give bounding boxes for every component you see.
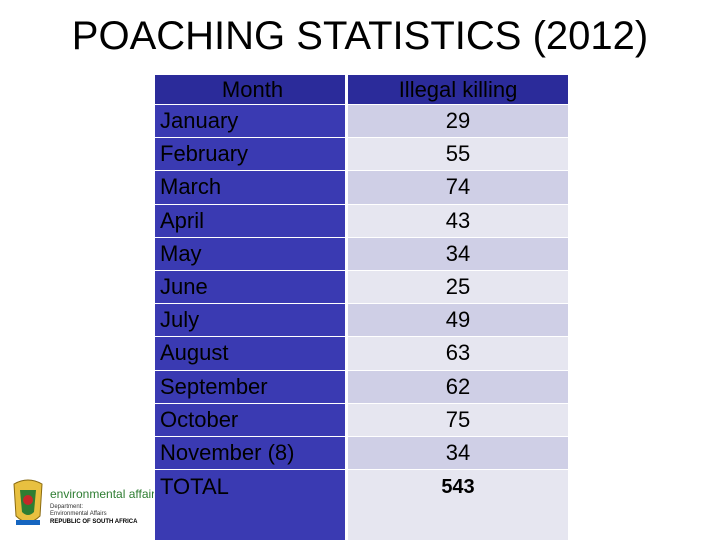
value-cell: 62 (348, 370, 568, 403)
month-cell: April (155, 204, 345, 237)
value-cell: 63 (348, 337, 568, 370)
value-cell: 29 (348, 105, 568, 138)
value-cell: 75 (348, 403, 568, 436)
month-cell: May (155, 237, 345, 270)
month-cell: November (8) (155, 437, 345, 470)
month-cell: January (155, 105, 345, 138)
month-cell: October (155, 403, 345, 436)
logo: environmental affairs Department: Enviro… (13, 479, 154, 525)
column-header: Month (155, 75, 345, 104)
month-cell: February (155, 138, 345, 171)
value-cell: 25 (348, 271, 568, 304)
month-cell: September (155, 370, 345, 403)
total-label: TOTAL (155, 470, 345, 540)
slide-title: POACHING STATISTICS (2012) (71, 14, 649, 58)
total-value: 543 (348, 470, 568, 540)
value-cell: 43 (348, 204, 568, 237)
value-cell: 34 (348, 237, 568, 270)
emblem (13, 479, 43, 525)
month-cell: June (155, 271, 345, 304)
column-header: Illegal killing (348, 75, 568, 104)
logo-text: Environmental Affairs (50, 511, 107, 517)
value-cell: 55 (348, 138, 568, 171)
value-cell: 34 (348, 437, 568, 470)
value-cell: 74 (348, 171, 568, 204)
month-cell: August (155, 337, 345, 370)
value-cell: 49 (348, 304, 568, 337)
logo-text: Department: (50, 504, 83, 510)
month-cell: March (155, 171, 345, 204)
month-cell: July (155, 304, 345, 337)
logo-name: environmental affairs (50, 487, 154, 501)
logo-text: REPUBLIC OF SOUTH AFRICA (50, 519, 138, 525)
